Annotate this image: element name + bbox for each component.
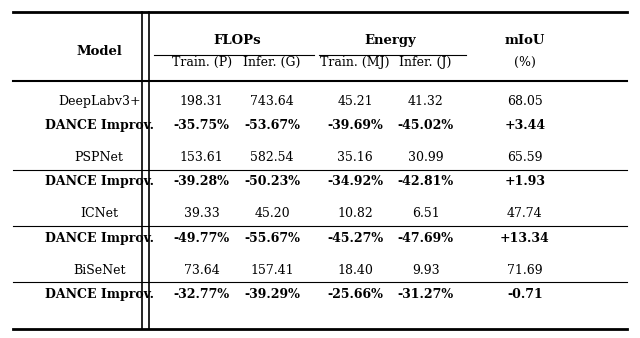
Text: -34.92%: -34.92% — [327, 175, 383, 188]
Text: 41.32: 41.32 — [408, 95, 444, 108]
Text: DANCE Improv.: DANCE Improv. — [45, 232, 154, 245]
Text: -31.27%: -31.27% — [397, 288, 454, 301]
Text: -53.67%: -53.67% — [244, 119, 300, 132]
Text: 9.93: 9.93 — [412, 264, 440, 277]
Text: 71.69: 71.69 — [507, 264, 543, 277]
Text: -45.02%: -45.02% — [397, 119, 454, 132]
Text: 582.54: 582.54 — [250, 151, 294, 164]
Text: 6.51: 6.51 — [412, 207, 440, 220]
Text: DANCE Improv.: DANCE Improv. — [45, 288, 154, 301]
Text: -49.77%: -49.77% — [173, 232, 230, 245]
Text: mIoU: mIoU — [504, 34, 545, 47]
Text: Train. (P): Train. (P) — [172, 56, 232, 69]
Text: +1.93: +1.93 — [504, 175, 545, 188]
Text: -42.81%: -42.81% — [397, 175, 454, 188]
Text: 743.64: 743.64 — [250, 95, 294, 108]
Text: PSPNet: PSPNet — [75, 151, 124, 164]
Text: -45.27%: -45.27% — [327, 232, 383, 245]
Text: -0.71: -0.71 — [507, 288, 543, 301]
Text: 30.99: 30.99 — [408, 151, 444, 164]
Text: +13.34: +13.34 — [500, 232, 550, 245]
Text: -39.29%: -39.29% — [244, 288, 300, 301]
Text: 68.05: 68.05 — [507, 95, 543, 108]
Text: 45.20: 45.20 — [254, 207, 290, 220]
Text: Infer. (G): Infer. (G) — [243, 56, 301, 69]
Text: 39.33: 39.33 — [184, 207, 220, 220]
Text: 10.82: 10.82 — [337, 207, 373, 220]
Text: DeepLabv3+: DeepLabv3+ — [58, 95, 141, 108]
Text: Train. (MJ): Train. (MJ) — [321, 56, 390, 69]
Text: 35.16: 35.16 — [337, 151, 373, 164]
Text: Energy: Energy — [365, 34, 416, 47]
Text: Model: Model — [76, 45, 122, 58]
Text: 153.61: 153.61 — [180, 151, 223, 164]
Text: 45.21: 45.21 — [337, 95, 373, 108]
Text: -50.23%: -50.23% — [244, 175, 300, 188]
Text: -47.69%: -47.69% — [397, 232, 454, 245]
Text: 18.40: 18.40 — [337, 264, 373, 277]
Text: (%): (%) — [514, 56, 536, 69]
Text: -39.69%: -39.69% — [327, 119, 383, 132]
Text: 73.64: 73.64 — [184, 264, 220, 277]
Text: -32.77%: -32.77% — [173, 288, 230, 301]
Text: BiSeNet: BiSeNet — [73, 264, 125, 277]
Text: 47.74: 47.74 — [507, 207, 543, 220]
Text: -39.28%: -39.28% — [173, 175, 230, 188]
Text: -35.75%: -35.75% — [173, 119, 230, 132]
Text: ICNet: ICNet — [80, 207, 118, 220]
Text: 157.41: 157.41 — [250, 264, 294, 277]
Text: +3.44: +3.44 — [504, 119, 545, 132]
Text: DANCE Improv.: DANCE Improv. — [45, 119, 154, 132]
Text: -25.66%: -25.66% — [327, 288, 383, 301]
Text: 65.59: 65.59 — [507, 151, 543, 164]
Text: Infer. (J): Infer. (J) — [399, 56, 452, 69]
Text: DANCE Improv.: DANCE Improv. — [45, 175, 154, 188]
Text: -55.67%: -55.67% — [244, 232, 300, 245]
Text: 198.31: 198.31 — [180, 95, 223, 108]
Text: FLOPs: FLOPs — [213, 34, 260, 47]
